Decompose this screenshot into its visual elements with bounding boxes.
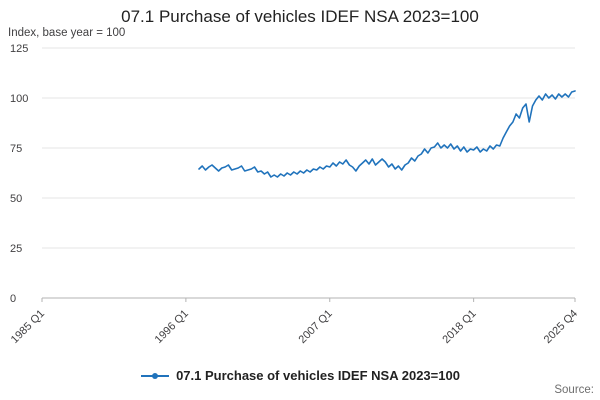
svg-text:100: 100 xyxy=(10,93,28,105)
svg-text:1985 Q1: 1985 Q1 xyxy=(9,308,47,346)
chart-title: 07.1 Purchase of vehicles IDEF NSA 2023=… xyxy=(121,7,479,26)
svg-text:1996 Q1: 1996 Q1 xyxy=(153,308,191,346)
svg-text:2018 Q1: 2018 Q1 xyxy=(440,308,478,346)
svg-text:125: 125 xyxy=(10,43,28,55)
svg-text:2007 Q1: 2007 Q1 xyxy=(297,308,335,346)
y-axis-unit-label: Index, base year = 100 xyxy=(8,27,126,39)
svg-text:75: 75 xyxy=(10,143,22,155)
legend-line-marker xyxy=(141,372,170,379)
svg-text:2025 Q4: 2025 Q4 xyxy=(542,308,580,346)
source-label: Source: xyxy=(554,384,594,396)
legend-item[interactable]: 07.1 Purchase of vehicles IDEF NSA 2023=… xyxy=(0,368,600,383)
legend-label: 07.1 Purchase of vehicles IDEF NSA 2023=… xyxy=(176,368,460,383)
svg-text:50: 50 xyxy=(10,193,22,205)
svg-text:25: 25 xyxy=(10,243,22,255)
svg-text:0: 0 xyxy=(10,293,16,305)
